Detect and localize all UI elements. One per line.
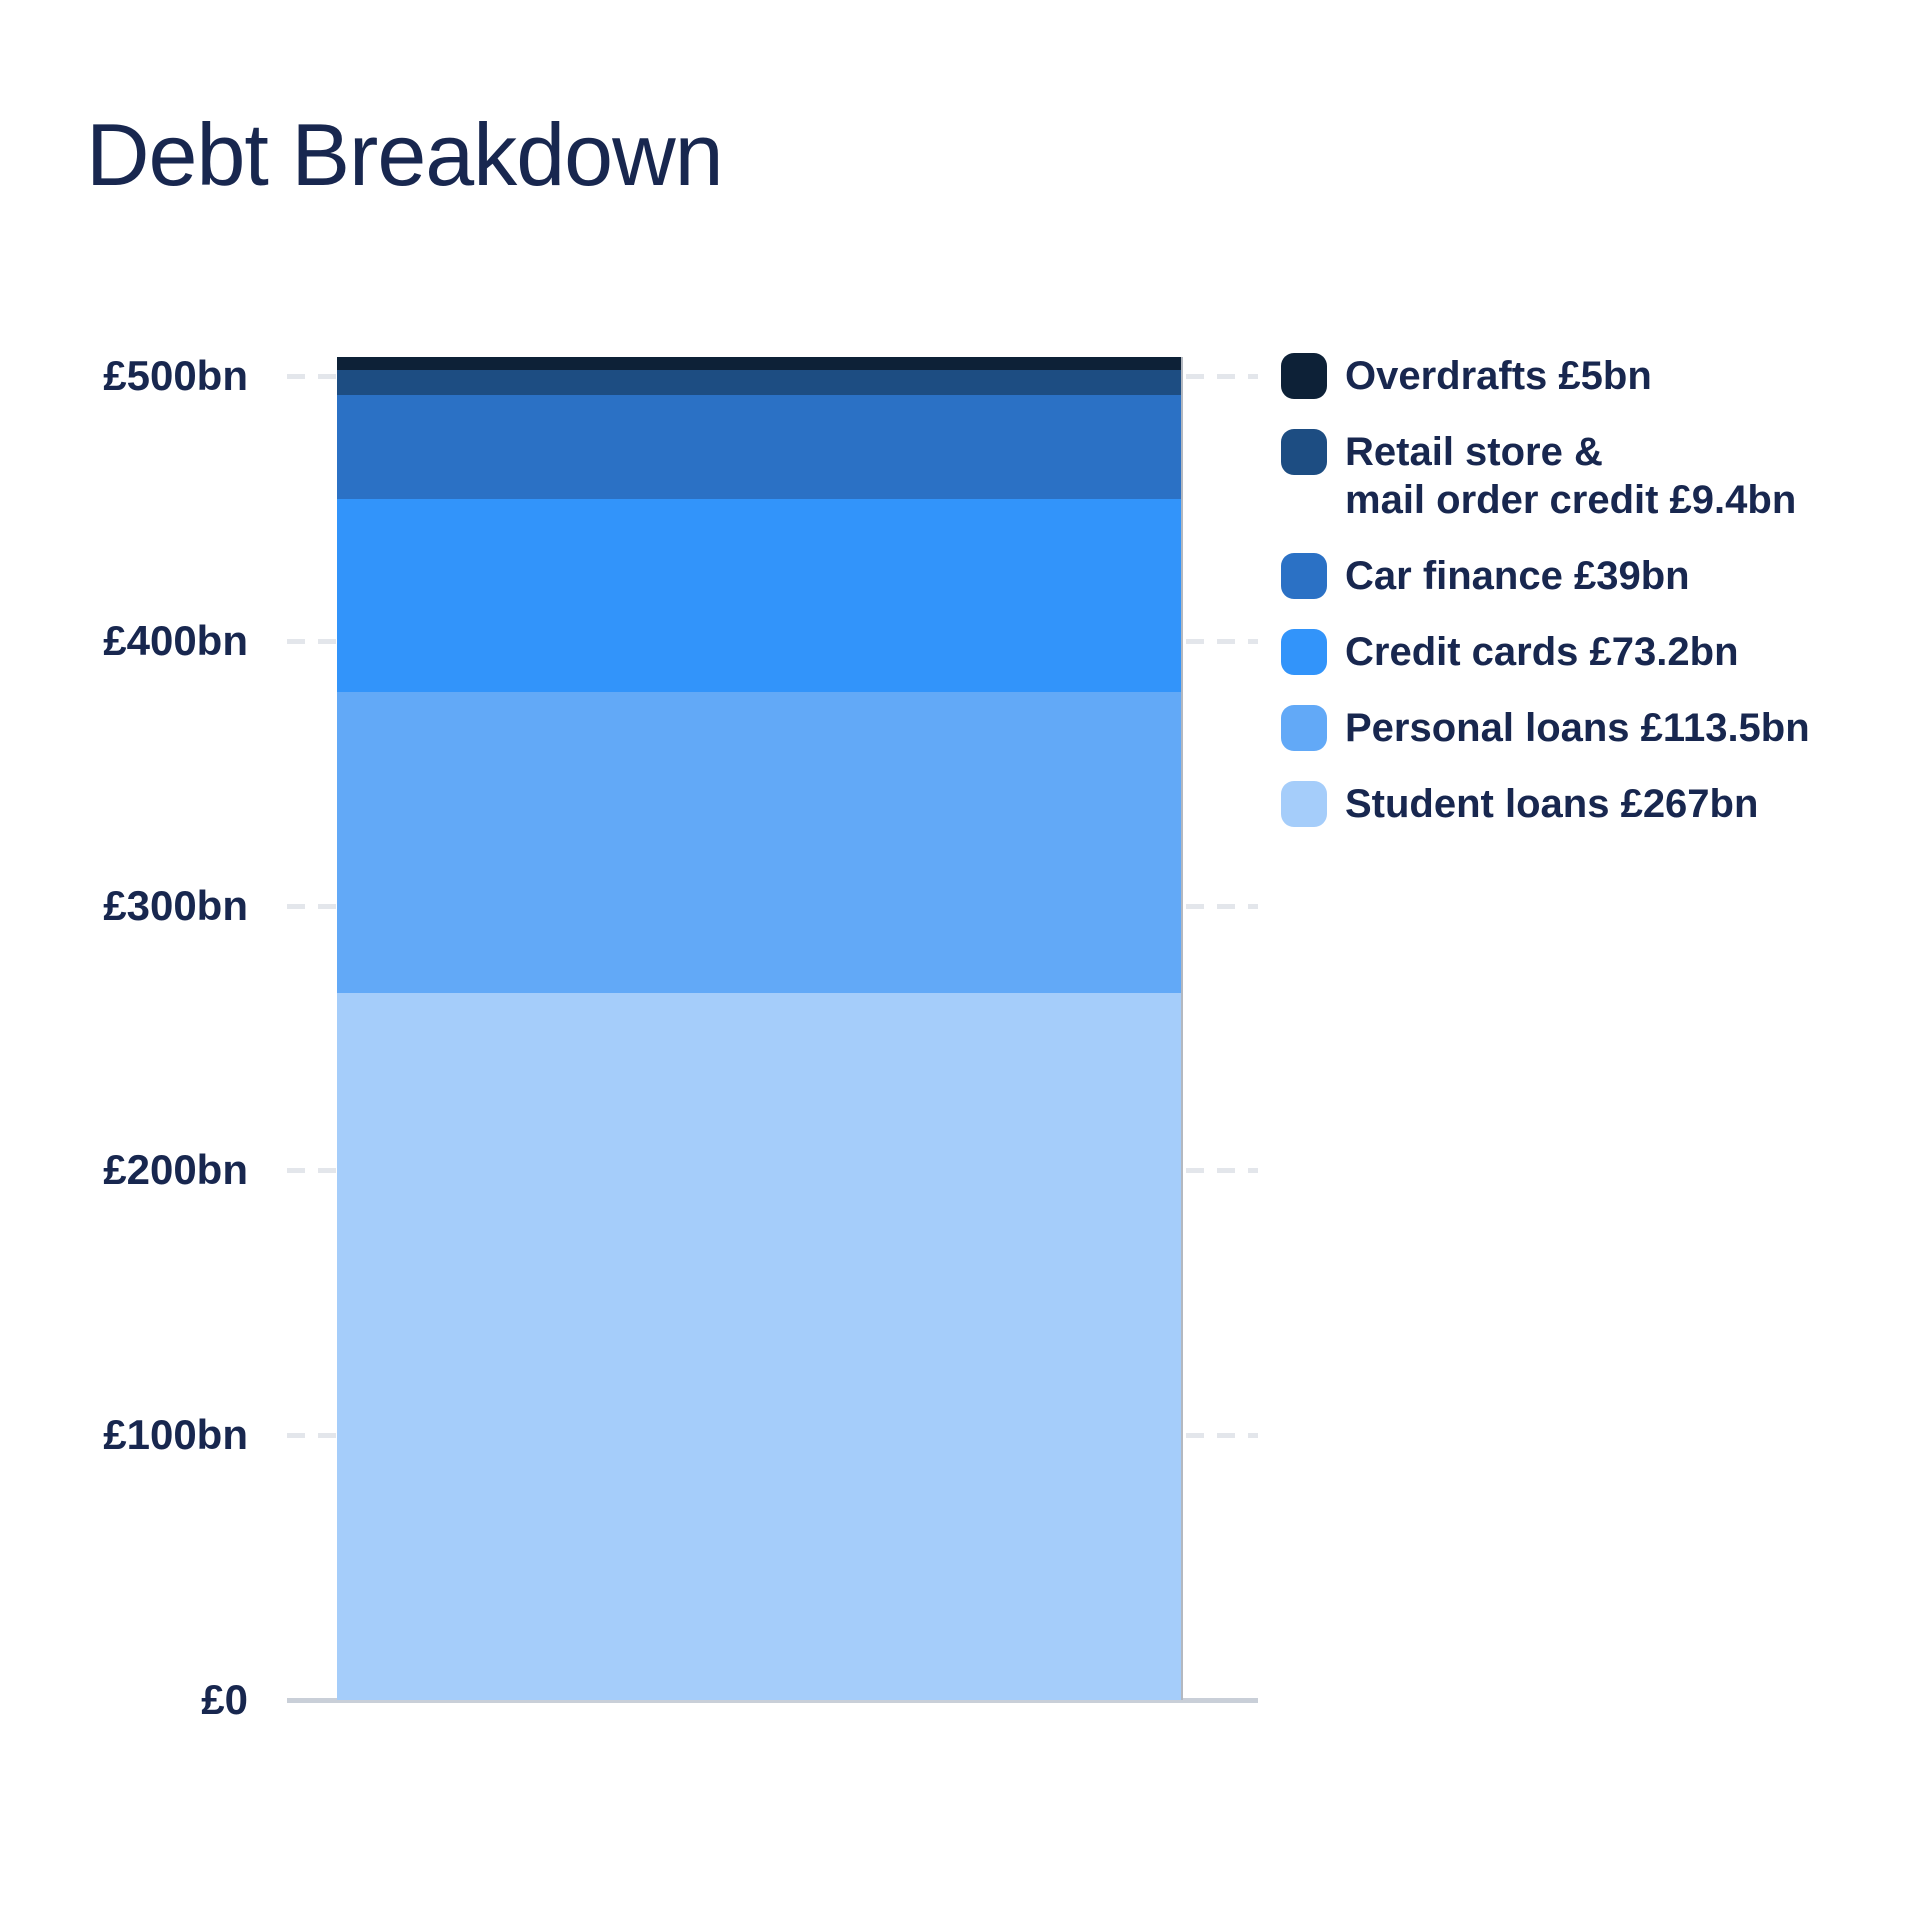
y-axis-label-300bn: £300bn (103, 881, 248, 929)
y-axis-label-0bn: £0 (201, 1676, 248, 1723)
legend-label-car-finance: Car finance £39bn (1345, 554, 1690, 598)
legend-label-overdrafts: Overdrafts £5bn (1345, 354, 1652, 398)
legend-item-overdrafts: Overdrafts £5bn (1281, 352, 1810, 400)
legend-label-credit-cards: Credit cards £73.2bn (1345, 630, 1739, 674)
legend-swatch-overdrafts (1281, 353, 1327, 399)
y-axis-label-500bn: £500bn (103, 352, 248, 399)
bar-segment-personal-loans (337, 692, 1181, 993)
y-axis-label-100bn: £100bn (103, 1411, 248, 1459)
legend-item-car-finance: Car finance £39bn (1281, 552, 1810, 600)
bar-segment-credit-cards (337, 498, 1181, 693)
x-axis-baseline (287, 1698, 1258, 1703)
legend-swatch-retail-store-mail-order-credit (1281, 429, 1327, 475)
legend-item-student-loans: Student loans £267bn (1281, 780, 1810, 828)
bar-segment-student-loans (337, 992, 1181, 1700)
legend-swatch-personal-loans (1281, 705, 1327, 751)
y-axis-label-200bn: £200bn (103, 1146, 248, 1194)
legend-label-retail-store-mail-order-credit: Retail store & mail order credit £9.4bn (1345, 430, 1797, 522)
legend-item-retail-store-mail-order-credit: Retail store & mail order credit £9.4bn (1281, 428, 1810, 524)
legend-label-personal-loans: Personal loans £113.5bn (1345, 706, 1810, 750)
y-axis-label-400bn: £400bn (103, 616, 248, 664)
legend-item-personal-loans: Personal loans £113.5bn (1281, 704, 1810, 752)
bar-segment-retail-store-mail-order-credit (337, 370, 1181, 396)
chart-title: Debt Breakdown (86, 105, 724, 204)
legend-swatch-car-finance (1281, 553, 1327, 599)
stacked-bar (337, 357, 1181, 1700)
legend-swatch-student-loans (1281, 781, 1327, 827)
bar-segment-car-finance (337, 395, 1181, 499)
legend-swatch-credit-cards (1281, 629, 1327, 675)
legend-label-student-loans: Student loans £267bn (1345, 782, 1759, 826)
legend: Overdrafts £5bn Retail store & mail order … (1281, 352, 1810, 828)
bar-segment-overdrafts (337, 357, 1181, 371)
legend-item-credit-cards: Credit cards £73.2bn (1281, 628, 1810, 676)
